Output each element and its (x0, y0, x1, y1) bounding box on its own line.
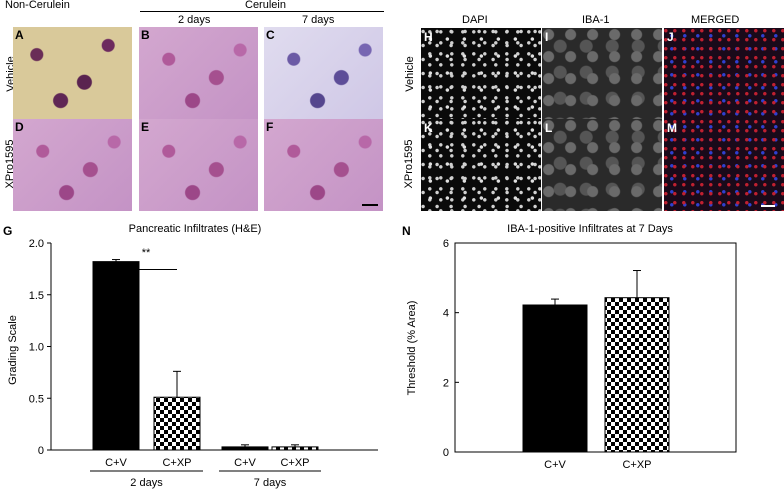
panel-label-n: N (402, 224, 411, 238)
header-merged: MERGED (691, 14, 740, 26)
header-non-cerulein: Non-Cerulein (5, 0, 70, 11)
chart-g-category-label: C+XP (280, 457, 309, 469)
header-2-days: 2 days (178, 14, 211, 26)
panel-d-image (13, 119, 132, 211)
panel-a-image (13, 27, 132, 119)
panel-label-a: A (15, 28, 24, 42)
chart-g-bar (92, 261, 140, 451)
panel-label-h: H (424, 30, 433, 44)
panel-m-image (664, 119, 784, 211)
header-7-days: 7 days (302, 14, 335, 26)
chart-n-bar (522, 304, 588, 453)
chart-n-title: IBA-1-positive Infiltrates at 7 Days (507, 223, 673, 235)
row-label-vehicle-if: Vehicle (404, 56, 416, 92)
chart-n-ytick-label: 0 (443, 447, 449, 459)
panel-label-f: F (266, 120, 274, 134)
chart-n-frame (454, 242, 737, 453)
panel-f-image (264, 119, 383, 211)
chart-n-ytick-label: 6 (443, 238, 449, 250)
row-label-xpro1595-if: XPro1595 (403, 139, 415, 189)
chart-g-ytick-label: 2.0 (29, 238, 44, 250)
chart-g-sig: ** (142, 247, 151, 259)
panel-label-l: L (545, 121, 553, 135)
panel-label-g: G (3, 224, 13, 238)
scale-bar-he (362, 204, 378, 206)
panel-label-e: E (141, 120, 150, 134)
chart-g-group-label: 7 days (254, 477, 287, 489)
panel-label-j: J (667, 30, 674, 44)
chart-g-ytick-label: 1.5 (29, 290, 44, 302)
panel-label-k: K (424, 121, 433, 135)
chart-g-bar (221, 446, 269, 451)
panel-j-image (664, 28, 784, 120)
chart-g-title: Pancreatic Infiltrates (H&E) (129, 223, 262, 235)
chart-g-category-label: C+V (234, 457, 256, 469)
chart-g: Pancreatic Infiltrates (H&E) Grading Sca… (7, 223, 378, 489)
panel-e-image (139, 119, 258, 211)
chart-g-ylabel: Grading Scale (7, 315, 19, 385)
chart-n-category-label: C+XP (622, 459, 651, 471)
header-cerulein: Cerulein (245, 0, 286, 11)
header-iba1: IBA-1 (582, 14, 610, 26)
chart-g-group-label: 2 days (130, 477, 163, 489)
panel-h-image (421, 28, 541, 120)
chart-g-bar (271, 446, 319, 451)
scale-bar-if (761, 205, 775, 207)
chart-g-bar (153, 396, 201, 451)
chart-g-ytick-label: 0 (38, 445, 44, 457)
panel-label-b: B (141, 28, 150, 42)
cerulein-bracket-line (140, 11, 384, 12)
panel-label-d: D (15, 120, 24, 134)
chart-g-ytick-label: 0.5 (29, 393, 44, 405)
chart-n-category-label: C+V (544, 459, 566, 471)
chart-n-bar (604, 297, 670, 453)
chart-n-ylabel: Threshold (% Area) (406, 301, 418, 396)
chart-n-ytick-label: 2 (443, 377, 449, 389)
panel-i-image (542, 28, 662, 120)
chart-g-category-label: C+XP (162, 457, 191, 469)
chart-n: IBA-1-positive Infiltrates at 7 Days Thr… (406, 223, 737, 471)
header-dapi: DAPI (462, 14, 488, 26)
panel-b-image (139, 27, 258, 119)
chart-n-ytick-label: 4 (443, 308, 449, 320)
panel-label-i: I (545, 30, 549, 44)
panel-k-image (421, 119, 541, 211)
panel-c-image (264, 27, 383, 119)
panel-label-c: C (266, 28, 275, 42)
chart-g-category-label: C+V (105, 457, 127, 469)
panel-label-m: M (667, 121, 677, 135)
panel-l-image (542, 119, 662, 211)
chart-g-ytick-label: 1.0 (29, 342, 44, 354)
